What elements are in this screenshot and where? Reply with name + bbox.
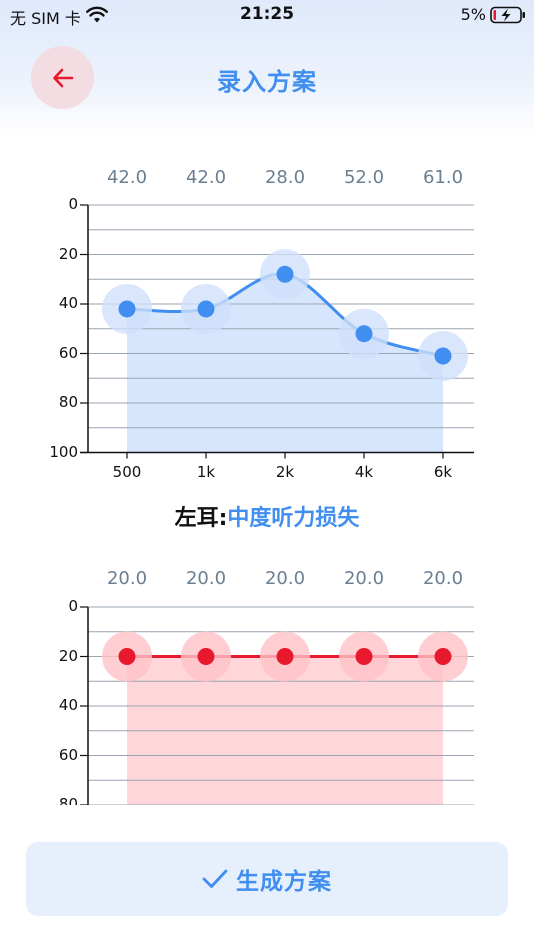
hearing-chart-bottom: 20.0 20.0 20.0 20.0 20.0 0 20 40 60 80 <box>58 568 474 813</box>
x-tick-label: 1k <box>196 462 216 481</box>
clock-text: 21:25 <box>239 4 295 24</box>
back-button[interactable] <box>31 46 94 109</box>
data-point[interactable] <box>276 265 294 283</box>
data-point[interactable] <box>434 648 452 665</box>
y-tick-label: 20 <box>58 244 78 263</box>
generate-plan-label: 生成方案 <box>236 869 332 895</box>
y-tick-label: 20 <box>58 646 78 665</box>
chart-canvas <box>80 606 474 805</box>
page-title: 录入方案 <box>217 68 317 96</box>
battery-percent: 5% <box>460 5 486 24</box>
carrier-text: 无 SIM 卡 <box>10 9 81 28</box>
data-point[interactable] <box>118 300 136 318</box>
battery-charging-icon <box>490 6 525 24</box>
x-tick-label: 500 <box>112 462 142 481</box>
hearing-level-label: 中度听力损失 <box>227 506 360 531</box>
data-point[interactable] <box>355 325 373 343</box>
y-tick-label: 0 <box>68 195 78 213</box>
value-label: 42.0 <box>106 167 148 188</box>
data-point[interactable] <box>276 648 294 665</box>
hearing-chart-top: 42.0 42.0 28.0 52.0 61.0 0 20 40 60 80 100 500 1k 2k 4… <box>49 167 474 481</box>
ear-status-label: 左耳:中度听力损失 <box>0 500 534 532</box>
y-tick-label: 100 <box>49 442 78 461</box>
y-tick-label: 60 <box>58 745 78 764</box>
value-label: 52.0 <box>343 167 385 188</box>
data-point[interactable] <box>118 648 136 665</box>
status-bar: 无 SIM 卡 21:25 5% <box>0 0 534 30</box>
x-tick-label: 6k <box>433 462 453 481</box>
ear-side-label: 左耳: <box>174 506 228 531</box>
data-point[interactable] <box>434 347 452 365</box>
value-label: 20.0 <box>106 568 148 589</box>
wifi-icon <box>86 6 108 23</box>
value-label: 20.0 <box>422 568 464 589</box>
y-tick-label: 80 <box>58 393 78 411</box>
value-label: 20.0 <box>185 568 227 589</box>
data-point[interactable] <box>197 648 215 665</box>
generate-plan-button[interactable]: 生成方案 <box>26 842 508 916</box>
arrow-left-icon <box>52 68 73 87</box>
chart-canvas <box>80 204 474 459</box>
y-tick-label: 40 <box>58 294 78 312</box>
x-tick-label: 4k <box>354 462 374 481</box>
y-tick-label: 0 <box>68 597 78 615</box>
y-tick-label: 40 <box>58 696 78 714</box>
value-label: 20.0 <box>343 568 385 589</box>
data-point[interactable] <box>197 300 215 318</box>
data-point[interactable] <box>355 648 373 665</box>
value-label: 61.0 <box>422 167 464 188</box>
value-label: 42.0 <box>185 167 227 188</box>
x-tick-label: 2k <box>275 462 295 481</box>
value-label: 20.0 <box>264 568 306 589</box>
check-icon <box>202 869 228 888</box>
value-label: 28.0 <box>264 167 306 188</box>
y-tick-label: 60 <box>58 343 78 362</box>
